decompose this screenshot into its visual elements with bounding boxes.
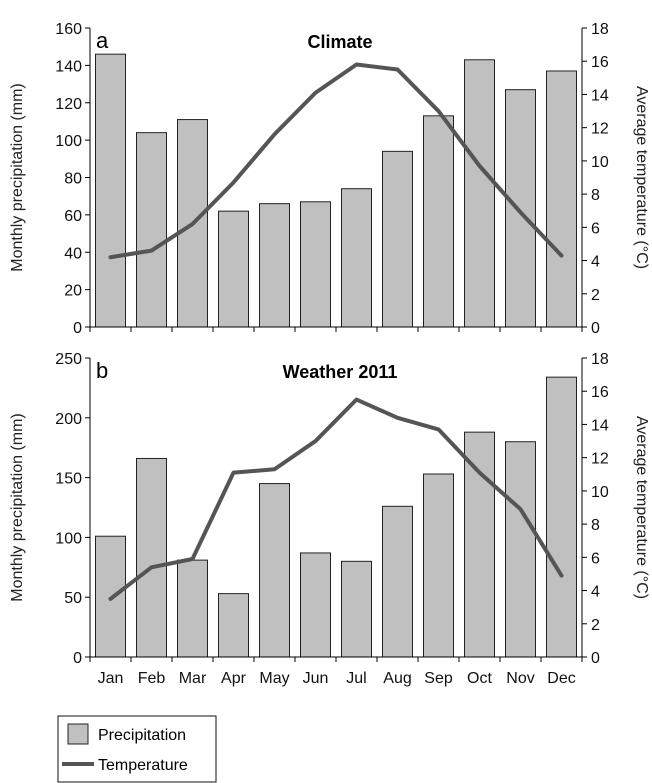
x-tick-label: Aug [383, 670, 411, 687]
precip-bar-may [259, 483, 290, 658]
right-tick-label: 16 [591, 384, 609, 401]
x-tick-label: Jun [303, 670, 329, 687]
panel-label: b [96, 358, 108, 383]
left-tick-label: 0 [73, 320, 82, 337]
left-tick-label: 250 [55, 351, 82, 368]
right-tick-label: 2 [591, 617, 600, 634]
left-tick-label: 200 [55, 411, 82, 428]
precip-bar-nov [505, 441, 536, 658]
left-tick-label: 40 [64, 245, 82, 262]
y2-axis-label: Average temperature (°C) [633, 86, 650, 269]
temperature-line [108, 62, 564, 260]
right-tick-label: 12 [591, 121, 609, 138]
right-tick-label: 8 [591, 187, 600, 204]
x-tick-label: Sep [424, 670, 453, 687]
legend-temperature-label: Temperature [98, 757, 188, 774]
precip-bar-aug [382, 150, 413, 328]
x-tick-label: Jul [346, 670, 366, 687]
precip-bar-feb [136, 132, 167, 328]
precip-bar-oct [464, 431, 495, 658]
left-tick-label: 50 [64, 590, 82, 607]
precip-bar-apr [218, 593, 249, 658]
panel-title: Weather 2011 [283, 362, 398, 382]
right-tick-label: 14 [591, 417, 609, 434]
left-tick-label: 80 [64, 171, 82, 188]
x-tick-label: Dec [547, 670, 575, 687]
right-tick-label: 6 [591, 220, 600, 237]
precip-bar-jun [300, 201, 331, 328]
x-tick-label: Oct [467, 670, 492, 687]
x-tick-label: Mar [179, 670, 207, 687]
right-tick-label: 0 [591, 320, 600, 337]
legend-precipitation-swatch [67, 723, 89, 745]
right-tick-label: 0 [591, 650, 600, 667]
x-tick-label: Nov [506, 670, 534, 687]
precip-bar-may [259, 203, 290, 328]
legend-precipitation-label: Precipitation [98, 727, 186, 744]
temperature-line [108, 397, 564, 601]
left-tick-label: 60 [64, 208, 82, 225]
panel-label: a [96, 28, 109, 53]
right-tick-label: 18 [591, 351, 609, 368]
precip-bar-apr [218, 210, 249, 328]
precip-bar-mar [177, 559, 208, 658]
right-tick-label: 6 [591, 550, 600, 567]
right-tick-label: 2 [591, 287, 600, 304]
right-tick-label: 18 [591, 21, 609, 38]
right-tick-label: 16 [591, 54, 609, 71]
left-tick-label: 140 [55, 58, 82, 75]
left-tick-label: 120 [55, 96, 82, 113]
right-tick-label: 8 [591, 517, 600, 534]
precip-bar-oct [464, 59, 495, 328]
left-tick-label: 160 [55, 21, 82, 38]
legend: Precipitation Temperature [57, 715, 217, 783]
precip-bar-dec [546, 376, 577, 658]
right-tick-label: 4 [591, 584, 600, 601]
right-tick-label: 14 [591, 87, 609, 104]
precip-bar-jul [341, 560, 372, 658]
panel-b: 0 50 100 150 200 250 0 2 4 6 8 10 12 14 16 18 b Weather 2… [9, 351, 650, 687]
left-tick-label: 0 [73, 650, 82, 667]
right-tick-label: 12 [591, 451, 609, 468]
y-axis-label: Monthly precipitation (mm) [9, 413, 26, 602]
precip-bar-aug [382, 505, 413, 658]
x-tick-label: Feb [138, 670, 166, 687]
left-tick-label: 20 [64, 283, 82, 300]
x-tick-label: Apr [221, 670, 247, 687]
precip-bar-jun [300, 552, 331, 658]
precip-bar-jan [95, 53, 126, 328]
left-tick-label: 100 [55, 530, 82, 547]
panel-title: Climate [307, 32, 372, 52]
left-tick-label: 150 [55, 471, 82, 488]
x-tick-label: May [259, 670, 289, 687]
x-tick-label: Jan [98, 670, 124, 687]
left-tick-label: 100 [55, 133, 82, 150]
precip-bar-feb [136, 457, 167, 658]
y2-axis-label: Average temperature (°C) [633, 416, 650, 599]
precip-bar-sep [423, 473, 454, 658]
right-tick-label: 10 [591, 154, 609, 171]
right-tick-label: 4 [591, 254, 600, 271]
precip-bar-jul [341, 188, 372, 328]
right-tick-label: 10 [591, 484, 609, 501]
panel-a: 0 20 40 60 80 100 120 140 160 0 2 4 6 8 10 12 14 16 18 a Cli… [9, 21, 650, 337]
precip-bar-nov [505, 89, 536, 328]
precip-bar-sep [423, 115, 454, 328]
precip-bar-dec [546, 70, 577, 328]
y-axis-label: Monthly precipitation (mm) [9, 83, 26, 272]
